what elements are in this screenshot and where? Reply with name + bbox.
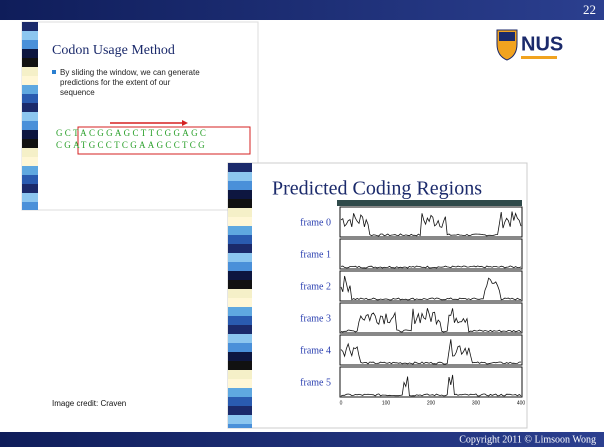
frame-label: frame 0	[300, 217, 331, 228]
strip-block	[228, 397, 252, 406]
strip-block	[22, 67, 38, 76]
strip-block	[228, 190, 252, 199]
strip-block	[228, 424, 252, 428]
axis-label: 100	[382, 400, 391, 406]
strip-block	[228, 289, 252, 298]
strip-block	[22, 139, 38, 148]
strip-block	[228, 370, 252, 379]
strip-block	[22, 157, 38, 166]
strip-block	[228, 226, 252, 235]
strip-block	[22, 103, 38, 112]
strip-block	[22, 40, 38, 49]
strip-block	[22, 58, 38, 67]
strip-block	[22, 22, 38, 31]
strip-block	[228, 253, 252, 262]
right-slide-image: Predicted Coding Regions frame 0 frame 1 f…	[228, 163, 527, 428]
plot-header	[337, 200, 522, 206]
bullet-line: predictions for the extent of our	[60, 78, 171, 87]
strip-block	[22, 130, 38, 139]
axis-label: 300	[472, 400, 481, 406]
slide: 22 NUS Codon Usage Method By sliding the…	[0, 0, 604, 447]
bullet-line: By sliding the window, we can generate	[60, 68, 200, 77]
frame-label: frame 2	[300, 281, 331, 292]
strip-block	[228, 298, 252, 307]
frame-label: frame 4	[300, 345, 331, 356]
strip-block	[228, 388, 252, 397]
strip-block	[228, 217, 252, 226]
strip-block	[228, 208, 252, 217]
axis-label: 400	[517, 400, 526, 406]
strip-block	[22, 148, 38, 157]
logo-text: NUS	[521, 33, 563, 55]
strip-block	[228, 262, 252, 271]
strip-block	[228, 199, 252, 208]
left-slide-image: Codon Usage Method By sliding the window…	[22, 22, 258, 210]
strip-block	[228, 352, 252, 361]
frame-panel	[340, 335, 522, 365]
strip-block	[228, 163, 252, 172]
strip-block	[22, 175, 38, 184]
strip-block	[228, 280, 252, 289]
strip-block	[228, 325, 252, 334]
strip-block	[22, 202, 38, 210]
strip-block	[22, 76, 38, 85]
nus-logo: NUS	[497, 30, 563, 60]
strip-block	[228, 415, 252, 424]
strip-block	[228, 316, 252, 325]
frame-panel	[340, 303, 522, 333]
strip-block	[22, 184, 38, 193]
frame-panel	[340, 271, 522, 301]
strip-block	[22, 31, 38, 40]
frame-panel	[340, 367, 522, 397]
strip-block	[228, 271, 252, 280]
strip-block	[22, 112, 38, 121]
left-slide-title: Codon Usage Method	[52, 43, 175, 58]
sequence-bottom: CGATGCCTCGAAGCCTCG	[56, 140, 207, 150]
top-bar	[0, 0, 604, 20]
strip-block	[22, 49, 38, 58]
right-slide-title: Predicted Coding Regions	[272, 178, 482, 200]
sequence-top: GCTACGGAGCTTCGGAGC	[56, 128, 208, 138]
strip-block	[228, 334, 252, 343]
bullet-marker	[52, 70, 56, 74]
frame-label: frame 3	[300, 313, 331, 324]
strip-block	[228, 343, 252, 352]
image-credit: Image credit: Craven	[52, 399, 126, 408]
strip-block	[228, 307, 252, 316]
strip-block	[22, 94, 38, 103]
page-number: 22	[583, 2, 596, 17]
bullet-line: sequence	[60, 88, 95, 97]
strip-block	[228, 244, 252, 253]
strip-block	[228, 235, 252, 244]
copyright: Copyright 2011 © Limsoon Wong	[459, 434, 596, 445]
frame-label: frame 5	[300, 377, 331, 388]
strip-block	[228, 379, 252, 388]
axis-label: 200	[427, 400, 436, 406]
strip-block	[22, 121, 38, 130]
strip-block	[228, 181, 252, 190]
strip-block	[228, 361, 252, 370]
frame-panel	[340, 239, 522, 269]
axis-label: 0	[340, 400, 343, 406]
strip-block	[22, 85, 38, 94]
strip-block	[22, 166, 38, 175]
strip-block	[228, 406, 252, 415]
frame-label: frame 1	[300, 249, 331, 260]
strip-block	[22, 193, 38, 202]
strip-block	[228, 172, 252, 181]
